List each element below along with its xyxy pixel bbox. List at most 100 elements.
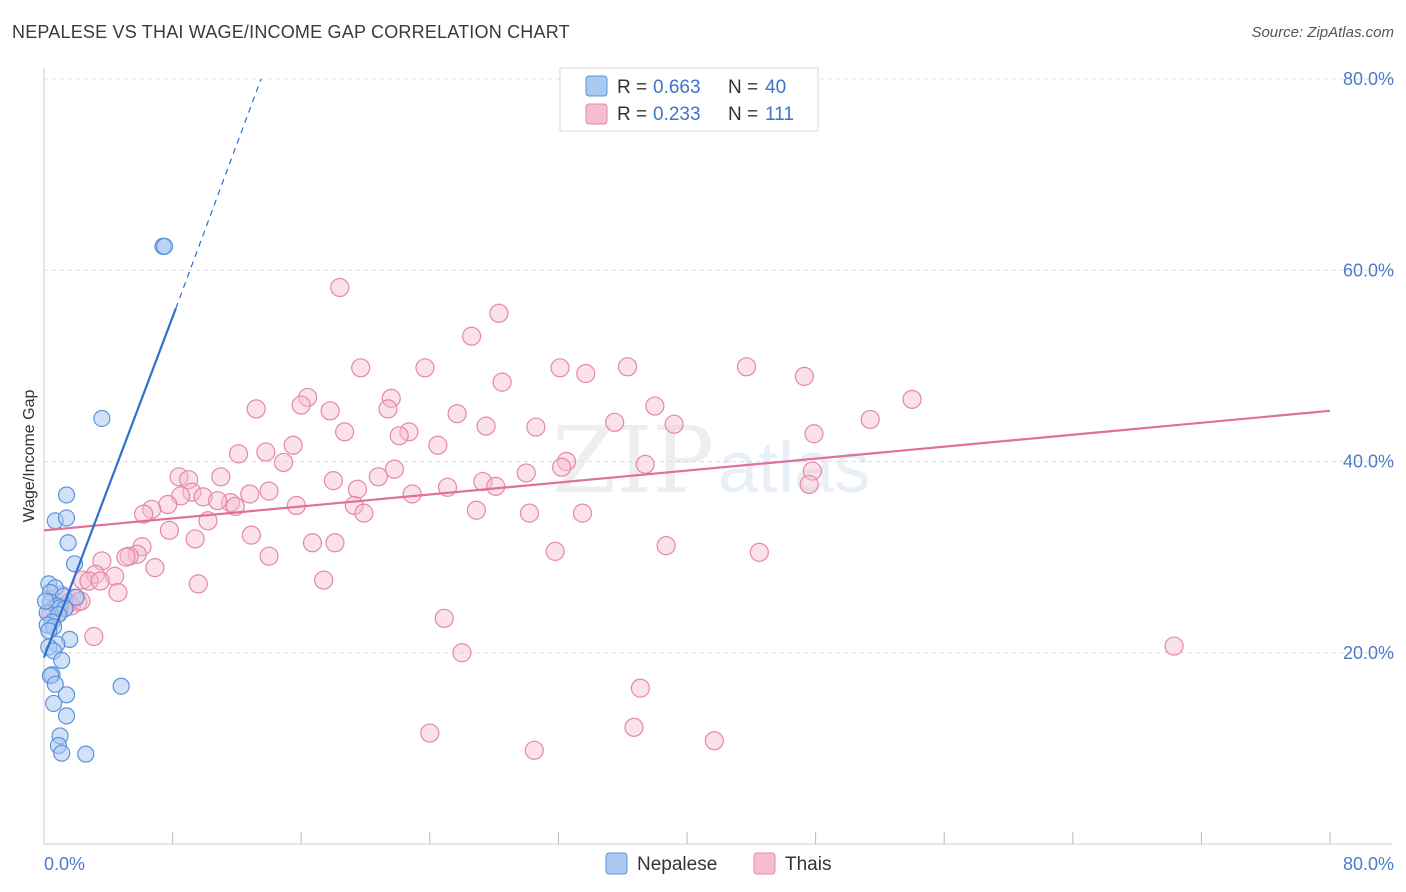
thais-point [664,414,684,434]
thais-point [704,731,724,751]
thais-point [516,463,536,483]
thais-point [159,520,179,540]
legend-thais-n-label: N = [728,104,758,125]
thais-point [302,533,323,553]
bottom-legend: Nepalese Thais [605,852,831,875]
thais-point [605,412,625,432]
nepalese-point [46,675,64,693]
thais-point [108,582,128,603]
nepalese-point [45,694,63,713]
thais-point [466,500,487,520]
thais-point [402,484,422,504]
nepalese-point [112,677,130,695]
thais-point [635,454,655,474]
thais-point [241,525,261,545]
thais-point [489,303,509,323]
legend-thais-n-value: 111 [765,104,794,125]
thais-point [283,435,303,455]
y-tick-label-20: 20.0% [1343,643,1394,663]
nepalese-point [37,592,55,610]
x-tick-label-0: 0.0% [44,854,85,874]
thais-point [461,326,482,346]
nepalese-points [37,237,174,763]
chart-title: NEPALESE VS THAI WAGE/INCOME GAP CORRELA… [12,22,570,42]
nepalese-point [53,651,71,670]
thais-point [656,536,676,556]
gridlines [44,78,1392,654]
watermark: ZIP atlas [552,407,870,514]
thais-point [330,277,350,298]
thais-point [314,570,334,590]
thais-point [526,417,546,437]
thais-point [630,678,650,698]
thais-point [860,409,880,430]
nepalese-point [155,237,174,255]
thais-point [486,476,506,496]
thais-point [804,424,824,444]
thais-point [79,571,99,591]
thais-point [273,452,294,473]
watermark-atlas: atlas [718,428,870,508]
nepalese-point [59,534,77,552]
thais-point [256,442,276,462]
thais-point [134,504,154,524]
legend-nepalese-swatch [585,75,608,97]
thais-point [259,546,279,566]
thais-point [182,482,202,502]
legend-box: R = 0.663 N = 40 R = 0.233 N = 111 [559,67,819,132]
thais-point [320,401,340,421]
thais-point [1164,636,1184,656]
thais-point [447,404,467,424]
thais-point [749,542,769,562]
thais-point [434,608,454,628]
thais-point [188,574,208,594]
legend-thais-r-value: 0.233 [653,104,701,125]
thais-point [452,643,472,663]
x-tick-label-80: 80.0% [1343,854,1394,874]
thais-point [645,396,665,416]
nepalese-point [57,509,76,527]
thais-point [246,399,266,419]
thais-point [228,444,249,464]
thais-point [291,395,311,415]
thais-point [259,481,279,501]
thais-trend-line [43,409,1331,532]
thais-point [354,503,374,523]
thais-point [351,358,371,378]
thais-point [576,363,596,384]
thais-point [524,740,544,760]
thais-point [105,566,125,586]
thais-point [384,459,405,479]
legend-nepalese-n-value: 40 [765,77,786,98]
legend-thais-swatch [585,103,608,125]
nepalese-trend-extension [175,78,262,309]
thais-point [736,357,757,377]
bottom-legend-nepalese-swatch [605,852,628,875]
thais-point [127,544,147,564]
thais-point [381,388,401,408]
y-tick-label-80: 80.0% [1343,69,1394,89]
x-axis-ticks [172,832,1331,844]
nepalese-point [57,686,76,704]
nepalese-point [57,486,76,504]
thais-point [420,723,440,743]
thais-point [179,470,199,490]
bottom-legend-thais-swatch [753,852,776,875]
thais-point [519,503,540,523]
thais-point [335,422,355,442]
thais-point [552,457,572,477]
thais-point [90,571,110,591]
nepalese-trend-line [42,308,177,658]
thais-point [415,358,435,378]
thais-point [240,484,260,504]
thais-points [40,277,1184,760]
thais-point [298,387,318,408]
thais-point [145,558,165,578]
thais-point [368,467,388,487]
source-label: Source: ZipAtlas.com [1251,24,1394,41]
y-axis-title: Wage/Income Gap [21,390,38,523]
thais-point [545,541,565,561]
thais-point [794,366,814,386]
thais-point [208,491,228,511]
